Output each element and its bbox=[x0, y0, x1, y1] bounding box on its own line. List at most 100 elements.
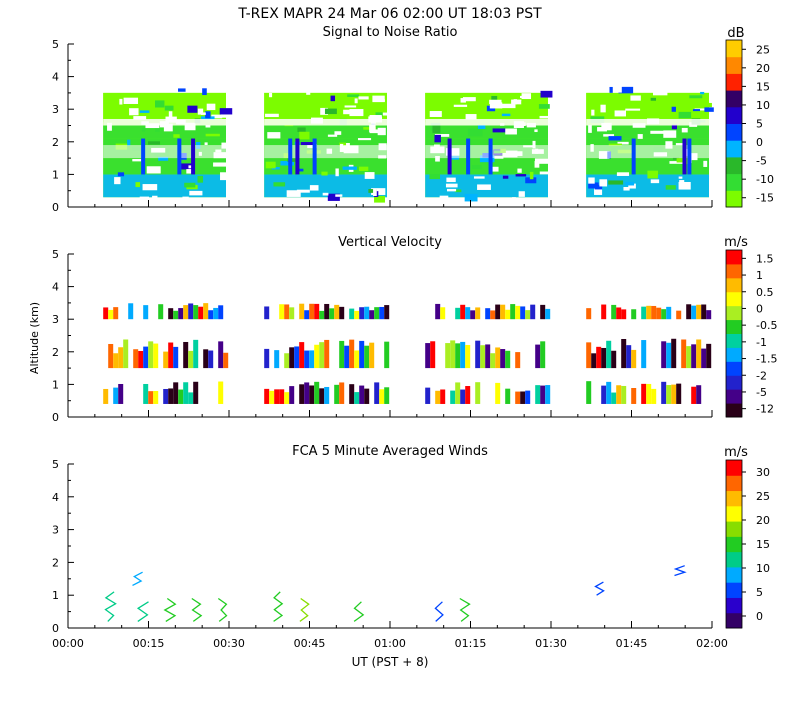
velocity-cell bbox=[198, 306, 204, 320]
snr-cell bbox=[477, 125, 486, 129]
velocity-cell bbox=[586, 342, 592, 369]
velocity-cell bbox=[364, 306, 370, 320]
velocity-cell bbox=[203, 303, 209, 320]
velocity-colorbar-swatch bbox=[726, 305, 742, 321]
velocity-cell bbox=[440, 389, 446, 404]
snr-cell bbox=[287, 158, 300, 162]
snr-cell bbox=[322, 192, 329, 196]
snr-cell bbox=[286, 190, 301, 197]
velocity-cell bbox=[671, 384, 677, 404]
velocity-cell bbox=[601, 385, 607, 404]
velocity-cell bbox=[515, 305, 521, 320]
velocity-cell bbox=[656, 307, 662, 320]
y-axis-label: Altitude (km) bbox=[28, 302, 41, 374]
velocity-cell bbox=[530, 304, 536, 320]
snr-cell bbox=[650, 130, 665, 134]
velocity-cell bbox=[621, 338, 627, 369]
velocity-cell bbox=[128, 303, 134, 320]
velocity-cell bbox=[183, 305, 189, 320]
winds-colorbar-label: 0 bbox=[756, 610, 763, 623]
snr-cell bbox=[512, 197, 516, 200]
winds-colorbar-swatch bbox=[726, 582, 742, 598]
snr-cell bbox=[197, 175, 204, 183]
velocity-colorbar-frame bbox=[725, 249, 743, 418]
snr-cell bbox=[368, 189, 377, 193]
velocity-cell bbox=[319, 388, 325, 404]
velocity-cell bbox=[460, 341, 466, 369]
winds-y-tick-label: 2 bbox=[52, 556, 59, 569]
velocity-cell bbox=[666, 385, 672, 404]
velocity-cell bbox=[691, 386, 697, 404]
snr-cell bbox=[678, 181, 691, 190]
velocity-y-tick-label: 2 bbox=[52, 346, 59, 359]
winds-colorbar-swatch bbox=[726, 475, 742, 492]
velocity-cell bbox=[354, 350, 360, 369]
snr-cell bbox=[650, 179, 660, 184]
snr-panel: Signal to Noise Ratio 0 1 2 3 4 5 dB 25 20 15 10… bbox=[52, 25, 774, 214]
velocity-cell bbox=[304, 310, 310, 320]
snr-cell bbox=[358, 96, 369, 100]
velocity-colorbar-label: 1.5 bbox=[756, 252, 774, 265]
snr-cell bbox=[187, 105, 198, 113]
velocity-cell bbox=[606, 340, 612, 369]
velocity-cell bbox=[485, 344, 491, 369]
snr-cell bbox=[269, 92, 273, 98]
velocity-colorbar-swatch bbox=[726, 375, 742, 390]
snr-colorbar-label: 10 bbox=[756, 99, 770, 112]
velocity-cell bbox=[289, 307, 295, 320]
velocity-cell bbox=[168, 308, 174, 320]
snr-streak bbox=[488, 138, 493, 175]
winds-colorbar-label: 10 bbox=[756, 562, 770, 575]
velocity-cell bbox=[666, 306, 672, 320]
velocity-colorbar-swatch bbox=[726, 263, 742, 279]
snr-cell bbox=[467, 128, 483, 137]
velocity-cell bbox=[696, 339, 702, 369]
velocity-cell bbox=[691, 344, 697, 369]
snr-cell bbox=[502, 175, 509, 179]
winds-y-axis: 0 1 2 3 4 5 bbox=[52, 458, 74, 635]
velocity-cell bbox=[631, 309, 637, 320]
velocity-cell bbox=[299, 342, 305, 369]
velocity-cell bbox=[153, 343, 159, 369]
snr-layer-0-1 bbox=[103, 158, 226, 175]
velocity-cell bbox=[364, 345, 370, 369]
velocity-cell bbox=[193, 381, 199, 404]
snr-cell bbox=[608, 143, 622, 146]
snr-streak bbox=[631, 138, 636, 175]
velocity-cell bbox=[364, 388, 370, 404]
snr-streak bbox=[466, 138, 471, 175]
velocity-cell bbox=[329, 308, 335, 320]
snr-layer-0-0 bbox=[103, 174, 226, 198]
snr-cell bbox=[150, 93, 159, 98]
snr-cell bbox=[665, 185, 676, 190]
snr-cell bbox=[320, 107, 329, 115]
velocity-cell bbox=[108, 343, 114, 369]
winds-colorbar-swatch bbox=[726, 521, 742, 537]
snr-gap-band bbox=[425, 145, 548, 159]
velocity-cell bbox=[334, 304, 340, 320]
snr-cell bbox=[501, 103, 516, 109]
snr-cell bbox=[135, 182, 141, 188]
velocity-cell bbox=[289, 347, 295, 369]
velocity-cell bbox=[425, 387, 431, 404]
velocity-cell bbox=[218, 305, 224, 320]
snr-cell bbox=[489, 99, 502, 104]
snr-cell bbox=[309, 185, 319, 191]
winds-plot-area bbox=[104, 565, 687, 622]
velocity-cell bbox=[621, 385, 627, 404]
snr-cell bbox=[663, 130, 677, 138]
velocity-cell bbox=[651, 388, 657, 404]
velocity-cell bbox=[264, 388, 270, 404]
velocity-cell bbox=[264, 348, 270, 369]
snr-y-tick-label: 4 bbox=[52, 71, 59, 84]
velocity-cell bbox=[168, 342, 174, 369]
snr-cell bbox=[625, 108, 641, 111]
velocity-cell bbox=[646, 383, 652, 404]
snr-cell bbox=[379, 99, 385, 102]
snr-layer-2-3 bbox=[425, 125, 548, 139]
velocity-cell bbox=[103, 388, 109, 404]
snr-layer-2-1 bbox=[425, 158, 548, 175]
velocity-cell bbox=[646, 305, 652, 320]
winds-colorbar-swatch bbox=[726, 551, 742, 568]
velocity-cell bbox=[631, 388, 637, 404]
